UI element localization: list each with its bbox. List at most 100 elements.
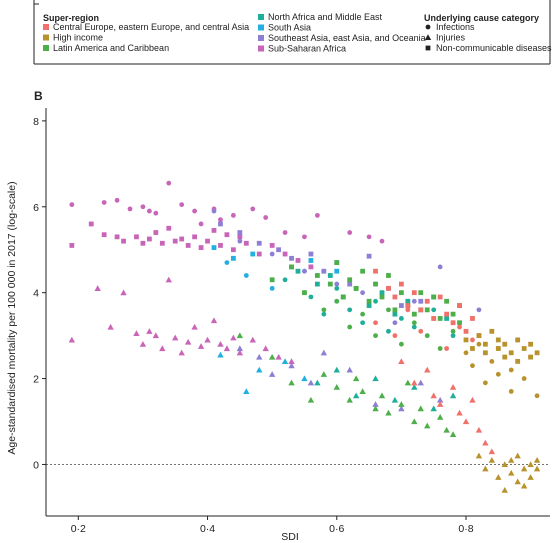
legend-swatch — [258, 35, 264, 41]
legend-swatch — [43, 24, 49, 30]
data-point — [449, 383, 457, 390]
data-point — [218, 221, 223, 227]
data-point — [334, 298, 340, 304]
data-point — [308, 251, 314, 257]
data-point — [463, 328, 469, 334]
data-point — [69, 202, 75, 208]
data-point — [263, 215, 269, 220]
data-point — [501, 487, 508, 493]
data-point — [152, 332, 160, 339]
data-point — [508, 389, 514, 394]
data-point — [352, 392, 360, 399]
legend-item: Infections — [425, 22, 475, 32]
data-point — [140, 240, 146, 246]
data-point — [269, 251, 275, 257]
data-point — [444, 316, 450, 321]
data-point — [392, 307, 398, 313]
data-point — [224, 260, 230, 266]
data-point — [276, 247, 282, 253]
data-point — [514, 452, 521, 459]
data-point — [392, 320, 398, 326]
data-point — [398, 405, 405, 412]
data-point — [321, 311, 327, 317]
data-point — [470, 337, 475, 343]
superregion-legend-title: Super-region — [43, 13, 99, 23]
legend-label: Southeast Asia, east Asia, and Oceania — [268, 33, 426, 43]
legend-label: Sub-Saharan Africa — [268, 44, 346, 54]
data-point — [373, 333, 378, 339]
legend-swatch — [43, 45, 49, 51]
data-point — [398, 341, 404, 347]
data-point — [166, 180, 172, 186]
data-point — [405, 303, 411, 308]
data-point — [398, 303, 404, 308]
data-point — [211, 245, 217, 250]
data-point — [495, 346, 501, 351]
data-point — [321, 307, 327, 313]
data-point — [346, 396, 353, 403]
data-point — [366, 303, 372, 308]
data-point — [320, 349, 328, 356]
data-point — [430, 392, 437, 399]
data-point — [250, 251, 256, 257]
data-point — [418, 328, 424, 334]
data-point — [411, 311, 417, 317]
data-point — [437, 346, 443, 351]
legend-swatch — [43, 34, 49, 41]
data-point — [386, 328, 391, 334]
data-point — [386, 307, 391, 313]
data-point — [88, 221, 94, 227]
data-point — [314, 281, 320, 287]
data-point — [134, 234, 139, 240]
data-point — [528, 341, 534, 347]
data-point — [179, 202, 185, 208]
data-point — [308, 264, 314, 270]
data-point — [153, 210, 159, 216]
data-point — [159, 345, 166, 352]
data-point — [237, 238, 243, 244]
data-point — [192, 208, 198, 214]
data-point — [236, 345, 244, 352]
legend-item: Southeast Asia, east Asia, and Oceania — [258, 33, 426, 43]
data-point — [372, 375, 379, 382]
data-point — [347, 277, 353, 283]
data-point — [307, 379, 315, 386]
data-point — [321, 268, 327, 274]
data-point — [386, 273, 391, 278]
data-point — [230, 255, 236, 261]
data-point — [437, 294, 443, 300]
data-point — [146, 328, 153, 334]
data-point — [373, 281, 378, 287]
data-point — [378, 392, 386, 399]
legend-item: High income — [43, 33, 103, 43]
data-point — [288, 362, 295, 369]
data-point — [243, 388, 250, 395]
data-point — [457, 320, 462, 326]
data-point — [469, 396, 476, 403]
data-point — [476, 307, 482, 313]
data-point — [289, 255, 294, 261]
data-point — [534, 393, 540, 399]
data-point — [443, 426, 450, 433]
data-point — [114, 197, 120, 203]
y-tick-label: 0 — [33, 459, 39, 471]
data-point — [282, 251, 288, 257]
data-point — [495, 474, 502, 480]
data-point — [462, 418, 470, 425]
data-point — [352, 375, 360, 382]
data-point — [146, 208, 152, 214]
data-point — [450, 311, 456, 317]
data-point — [269, 277, 275, 283]
data-point — [431, 316, 437, 321]
data-point — [327, 273, 333, 278]
data-point — [488, 448, 496, 455]
data-point — [107, 323, 114, 330]
data-point — [314, 273, 320, 278]
data-point — [178, 349, 185, 356]
data-point — [482, 380, 488, 386]
data-point — [463, 337, 469, 343]
data-point — [366, 234, 372, 240]
legend-item: Injuries — [424, 33, 466, 43]
legend-item: South Asia — [258, 23, 311, 33]
data-point — [437, 316, 443, 321]
